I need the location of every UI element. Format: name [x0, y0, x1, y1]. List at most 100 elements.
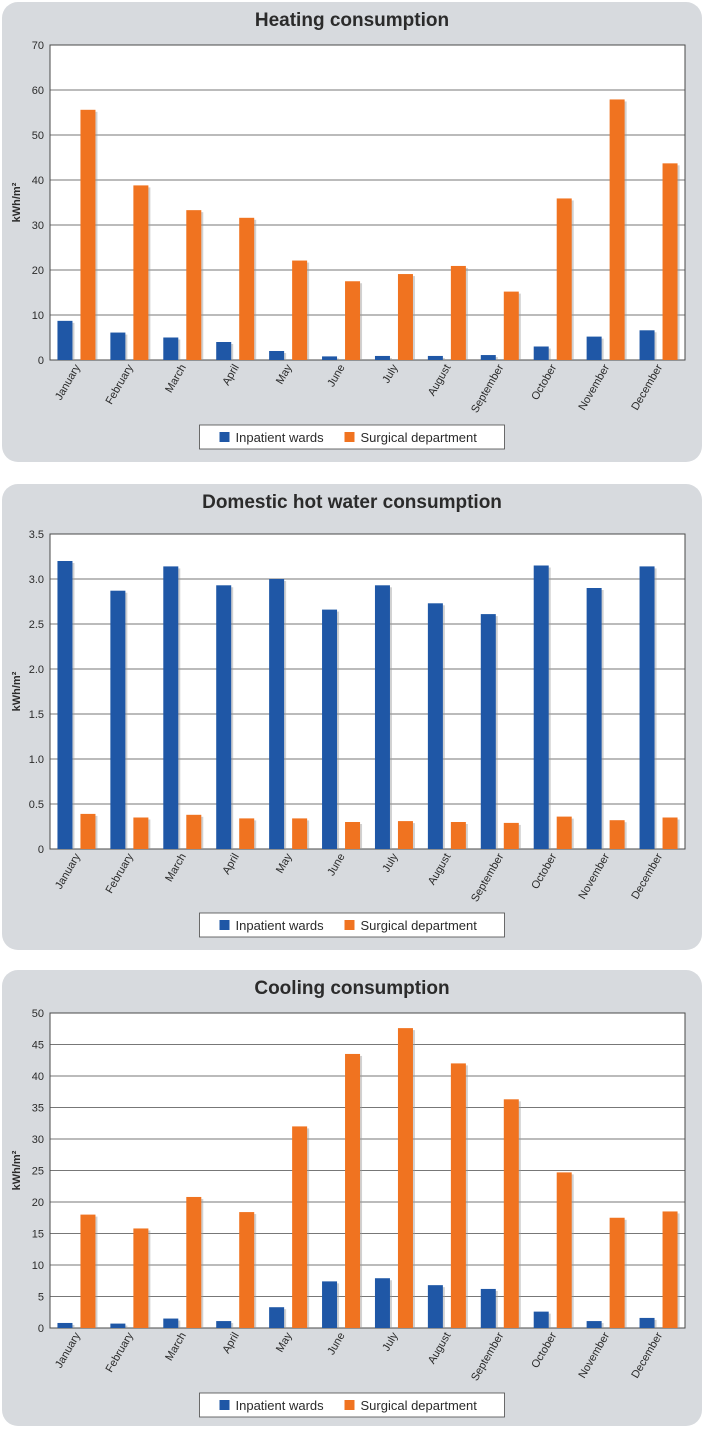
y-tick-label: 45 — [32, 1040, 44, 1052]
y-tick-label: 20 — [32, 1197, 44, 1209]
heating-chart-title: Heating consumption — [254, 10, 450, 31]
bar-surgical — [345, 822, 361, 849]
x-tick-label: April — [220, 1331, 241, 1356]
bar-inpatient — [533, 1311, 549, 1328]
legend-label-inpatient: Inpatient wards — [236, 430, 325, 445]
heating-chart-panel: Heating consumption 0 10 20 30 40 50 60 70 kWh/m… — [2, 2, 702, 462]
bar-inpatient — [216, 585, 232, 849]
bar-surgical — [239, 1212, 255, 1328]
bar-surgical — [503, 822, 519, 849]
bar-surgical — [186, 210, 202, 360]
bar-inpatient — [57, 320, 73, 360]
x-tick-label: August — [426, 852, 454, 888]
y-tick-label: 0.5 — [29, 799, 44, 811]
cooling-chart-panel: Cooling consumption 0 5 10 15 20 25 30 35 40 45 50… — [2, 970, 702, 1426]
y-tick-label: 70 — [32, 40, 44, 52]
x-tick-label: February — [104, 1330, 137, 1375]
y-tick-label: 3.0 — [29, 574, 44, 586]
bar-inpatient — [427, 603, 443, 849]
bar-surgical — [133, 817, 149, 849]
legend-swatch-inpatient — [219, 920, 230, 930]
bar-surgical — [80, 109, 96, 360]
bar-surgical — [609, 99, 625, 360]
y-axis-label: kWh/m² — [11, 182, 23, 222]
bar-inpatient — [586, 1321, 602, 1328]
cooling-chart-title: Cooling consumption — [254, 978, 450, 999]
bar-surgical — [80, 1214, 96, 1328]
x-tick-label: December — [629, 362, 665, 412]
y-tick-label: 60 — [32, 85, 44, 97]
x-tick-label: November — [576, 362, 612, 412]
legend-label-inpatient: Inpatient wards — [236, 918, 325, 933]
y-tick-label: 20 — [32, 265, 44, 277]
bar-surgical — [397, 274, 413, 360]
bar-inpatient — [374, 585, 390, 849]
bar-inpatient — [163, 337, 179, 360]
x-tick-label: August — [426, 1331, 454, 1367]
x-tick-label: June — [325, 1331, 347, 1358]
bar-surgical — [662, 1211, 678, 1328]
bar-surgical — [450, 822, 466, 849]
bar-surgical — [292, 260, 308, 360]
x-tick-label: July — [380, 362, 400, 385]
y-tick-label: 50 — [32, 1008, 44, 1020]
bar-surgical — [345, 1053, 361, 1328]
bar-surgical — [556, 816, 572, 849]
bar-inpatient — [322, 1281, 338, 1328]
y-tick-label: 50 — [32, 130, 44, 142]
bar-inpatient — [269, 1307, 285, 1328]
bar-inpatient — [639, 566, 655, 849]
y-tick-label: 30 — [32, 220, 44, 232]
bar-surgical — [292, 1126, 308, 1328]
bar-inpatient — [533, 346, 549, 360]
bar-surgical — [503, 1099, 519, 1328]
legend-swatch-inpatient — [219, 1400, 230, 1410]
bar-inpatient — [427, 355, 443, 360]
x-tick-label: May — [274, 362, 295, 386]
bar-inpatient — [110, 590, 126, 849]
y-tick-label: 30 — [32, 1134, 44, 1146]
x-tick-label: September — [469, 1330, 506, 1383]
cooling-chart: 0 5 10 15 20 25 30 35 40 45 50 kWh/m² January Februar… — [11, 1008, 686, 1418]
bar-inpatient — [269, 351, 285, 360]
y-tick-label: 0 — [38, 1323, 44, 1335]
legend-swatch-surgical — [344, 920, 355, 930]
x-tick-label: October — [529, 851, 559, 891]
x-tick-label: January — [53, 1330, 83, 1370]
x-tick-label: February — [104, 851, 137, 896]
bar-inpatient — [374, 1278, 390, 1328]
bar-surgical — [556, 198, 572, 360]
legend-label-surgical: Surgical department — [361, 918, 478, 933]
y-tick-label: 40 — [32, 175, 44, 187]
hot-water-chart: 0 0.5 1.0 1.5 2.0 2.5 3.0 3.5 kWh/m² January Febru… — [11, 529, 686, 938]
bar-surgical — [397, 821, 413, 849]
x-tick-label: July — [380, 851, 400, 874]
x-tick-label: June — [325, 852, 347, 879]
y-tick-label: 10 — [32, 310, 44, 322]
x-tick-label: April — [220, 852, 241, 877]
bar-inpatient — [110, 1323, 126, 1328]
y-tick-label: 3.5 — [29, 529, 44, 541]
y-tick-label: 0 — [38, 355, 44, 367]
legend-label-inpatient: Inpatient wards — [236, 1398, 325, 1413]
bar-inpatient — [374, 355, 390, 360]
y-tick-label: 2.5 — [29, 619, 44, 631]
x-tick-label: January — [53, 851, 83, 891]
y-tick-label: 5 — [38, 1292, 44, 1304]
y-tick-label: 0 — [38, 844, 44, 856]
hot-water-chart-title: Domestic hot water consumption — [202, 492, 502, 513]
y-tick-label: 2.0 — [29, 664, 44, 676]
bar-inpatient — [269, 579, 285, 849]
bar-surgical — [397, 1028, 413, 1328]
bar-inpatient — [57, 561, 73, 849]
x-tick-label: July — [380, 1330, 400, 1353]
bar-surgical — [450, 1063, 466, 1328]
x-tick-label: September — [469, 362, 506, 415]
legend-label-surgical: Surgical department — [361, 1398, 478, 1413]
bar-surgical — [556, 1172, 572, 1328]
x-tick-label: April — [220, 363, 241, 388]
bar-inpatient — [216, 342, 232, 360]
x-tick-label: June — [325, 363, 347, 390]
plot-area — [49, 44, 686, 361]
x-tick-label: September — [469, 851, 506, 904]
